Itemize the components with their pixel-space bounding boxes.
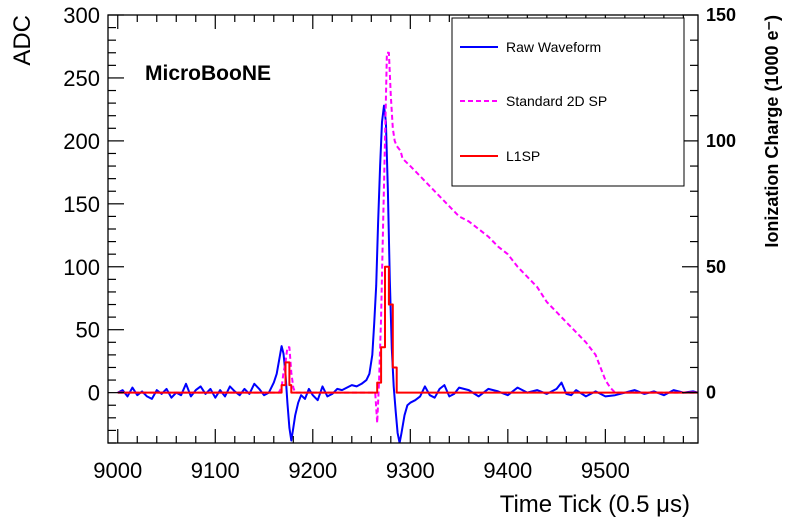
y-tick-label: 250 — [63, 66, 100, 91]
legend-label-standard-2d-sp: Standard 2D SP — [506, 93, 607, 109]
x-tick-label: 9400 — [483, 458, 532, 483]
x-tick-label: 9000 — [93, 458, 142, 483]
legend-label-raw-waveform: Raw Waveform — [506, 39, 601, 55]
experiment-label: MicroBooNE — [145, 62, 271, 85]
x-tick-label: 9500 — [581, 458, 630, 483]
x-tick-label: 9100 — [191, 458, 240, 483]
x-tick-label: 9300 — [386, 458, 435, 483]
x-axis-title: Time Tick (0.5 μs) — [500, 491, 690, 518]
right-tick-label: 0 — [706, 383, 716, 403]
y-tick-label: 300 — [63, 3, 100, 28]
y-tick-label: 200 — [63, 129, 100, 154]
legend-label-l1sp: L1SP — [506, 148, 540, 164]
y-axis-title: ADC — [9, 15, 36, 66]
axes-layer: 9000 9100 9200 9300 9400 9500 0 50 100 150 200 250 3… — [63, 3, 736, 483]
y-tick-label: 0 — [88, 381, 100, 406]
y-tick-label: 150 — [63, 192, 100, 217]
right-axis-title: Ionization Charge (1000 e⁻) — [762, 15, 782, 248]
y-tick-label: 50 — [76, 318, 100, 343]
legend: Raw Waveform Standard 2D SP L1SP — [451, 17, 685, 187]
series-line-standard-2d-sp — [117, 51, 698, 424]
right-tick-label: 100 — [706, 131, 736, 151]
series-line-raw-waveform — [117, 104, 698, 443]
x-tick-label: 9200 — [288, 458, 337, 483]
y-tick-label: 100 — [63, 255, 100, 280]
series-line-l1sp — [117, 265, 698, 394]
right-tick-label: 150 — [706, 5, 736, 25]
series-layer — [117, 51, 698, 443]
right-tick-label: 50 — [706, 257, 726, 277]
